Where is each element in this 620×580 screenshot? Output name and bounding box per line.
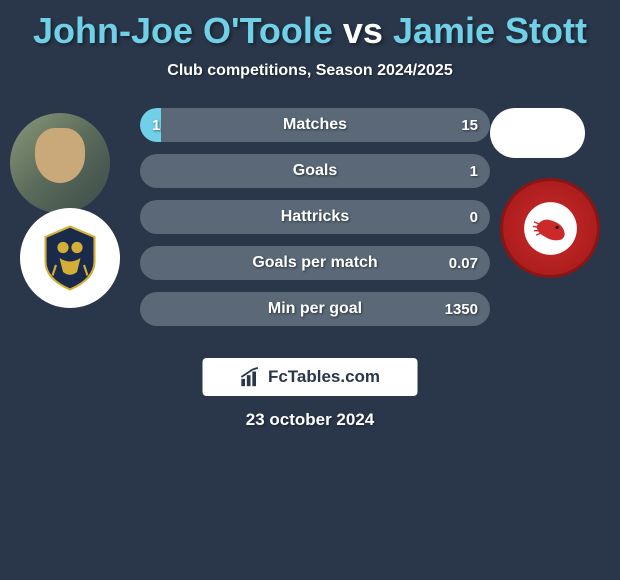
stat-bars: 1Matches15Goals1Hattricks0Goals per matc… — [140, 108, 490, 338]
stat-label: Goals per match — [140, 246, 490, 280]
stat-row: Hattricks0 — [140, 200, 490, 234]
stat-value-right: 1 — [470, 154, 478, 188]
wimbledon-badge-icon — [35, 223, 105, 293]
stat-value-right: 0 — [470, 200, 478, 234]
player1-name: John-Joe O'Toole — [33, 10, 333, 51]
date-label: 23 october 2024 — [0, 410, 620, 430]
stat-label: Min per goal — [140, 292, 490, 326]
stat-value-right: 15 — [461, 108, 478, 142]
stat-value-right: 0.07 — [449, 246, 478, 280]
player1-club-badge — [20, 208, 120, 308]
stat-label: Goals — [140, 154, 490, 188]
stat-row: 1Matches15 — [140, 108, 490, 142]
stat-label: Hattricks — [140, 200, 490, 234]
watermark-text: FcTables.com — [268, 367, 380, 387]
content-area: 1Matches15Goals1Hattricks0Goals per matc… — [0, 108, 620, 368]
watermark: FcTables.com — [203, 358, 418, 396]
stat-value-right: 1350 — [445, 292, 478, 326]
player2-name: Jamie Stott — [393, 10, 587, 51]
morecambe-badge-icon — [523, 201, 578, 256]
player2-avatar — [490, 108, 585, 158]
chart-icon — [240, 366, 262, 388]
stat-row: Goals per match0.07 — [140, 246, 490, 280]
comparison-title: John-Joe O'Toole vs Jamie Stott — [0, 0, 620, 52]
player2-club-badge — [500, 178, 600, 278]
stat-label: Matches — [140, 108, 490, 142]
vs-text: vs — [343, 10, 383, 51]
stat-row: Goals1 — [140, 154, 490, 188]
subtitle: Club competitions, Season 2024/2025 — [0, 62, 620, 80]
player1-avatar — [10, 113, 110, 213]
stat-row: Min per goal1350 — [140, 292, 490, 326]
